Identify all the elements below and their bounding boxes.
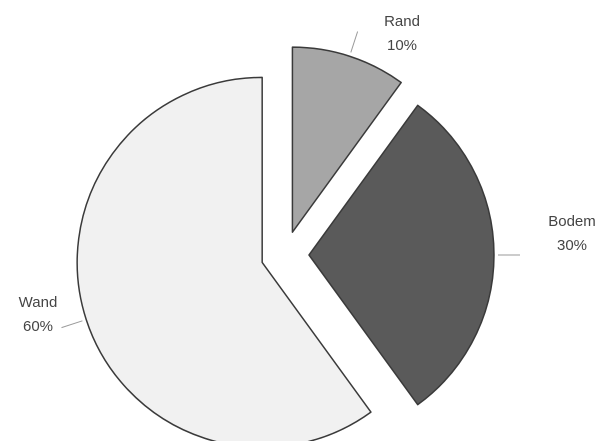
slice-percent-bodem: 30%	[557, 237, 587, 254]
slice-percent-rand: 10%	[387, 37, 417, 54]
slice-label-bodem: Bodem	[548, 213, 596, 230]
pie-slice-wand	[76, 76, 372, 441]
slice-label-rand: Rand	[384, 13, 420, 30]
pie-slice-bodem	[308, 104, 495, 406]
slice-label-wand: Wand	[19, 294, 58, 311]
leader-line-rand	[350, 31, 359, 53]
pie-leader-lines	[61, 31, 520, 329]
pie-slice-rand	[291, 46, 402, 233]
pie-slices	[76, 46, 495, 441]
leader-line-wand	[61, 320, 83, 329]
pie-labels: Rand 10% Bodem 30% Wand 60%	[19, 13, 596, 335]
slice-percent-wand: 60%	[23, 318, 53, 335]
